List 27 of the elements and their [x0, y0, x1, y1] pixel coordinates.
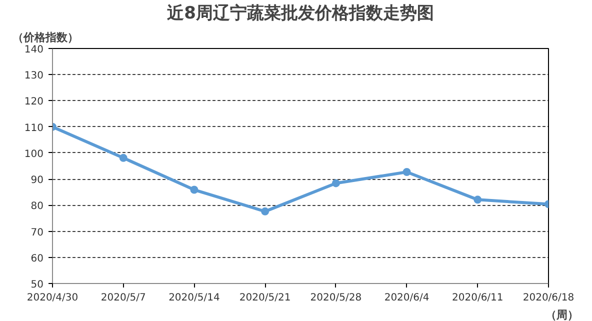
x-tick-label: 2020/5/14 [168, 292, 220, 304]
y-tick-label: 90 [30, 175, 44, 186]
y-tick-label: 130 [24, 70, 44, 82]
y-tick-label: 100 [24, 148, 44, 160]
point [402, 168, 411, 176]
y-tick-label: 50 [30, 280, 44, 290]
point [474, 196, 482, 204]
point [119, 154, 128, 162]
point [261, 207, 270, 216]
y-tick-label: 80 [30, 201, 44, 212]
point [332, 179, 340, 188]
x-tick-label: 2020/5/28 [310, 292, 362, 304]
x-tick-label: 2020/6/18 [522, 292, 574, 304]
x-tick-label: 2020/5/7 [100, 292, 146, 304]
x-tick-label: 2020/6/11 [452, 292, 504, 304]
x-tick-label: 2020/6/4 [384, 292, 430, 304]
y-axis-title: （价格指数） [12, 31, 78, 44]
y-tick-label: 70 [30, 227, 44, 238]
y-tick-label: 110 [24, 122, 44, 134]
point [190, 186, 198, 194]
x-tick-label: 2020/4/30 [26, 292, 78, 304]
y-tick-label: 60 [30, 253, 44, 264]
x-tick-label: 2020/5/21 [239, 292, 291, 304]
y-tick-label: 120 [24, 96, 44, 108]
x-axis-title: （周） [546, 308, 578, 321]
chart-title: 近8周辽宁蔬菜批发价格指数走势图 [166, 4, 434, 24]
y-tick-label: 140 [24, 44, 44, 56]
